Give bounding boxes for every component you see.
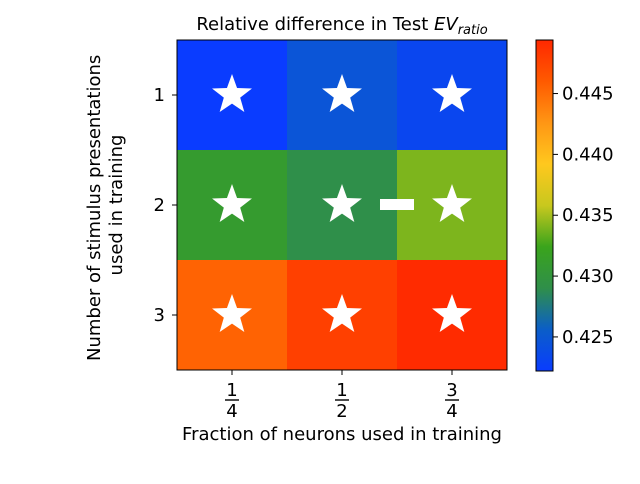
colorbar: 0.425 0.430 0.435 0.440 0.445 [535, 39, 614, 372]
y-axis-label-line-1: Number of stimulus presentations [84, 55, 105, 361]
star-marker-r1-c1 [212, 74, 252, 112]
colorbar-tick-1: 0.425 [553, 327, 614, 348]
star-marker-r3-c3 [432, 294, 472, 332]
y-tick-3: 3 [154, 305, 177, 326]
x-axis-label: Fraction of neurons used in training [182, 424, 502, 445]
star-marker-r1-c2 [322, 74, 362, 112]
y-tick-label: 1 [154, 85, 165, 106]
star-marker-r2-c1 [212, 184, 252, 222]
x-tick-numerator: 3 [446, 380, 457, 401]
colorbar-tick-label: 0.435 [562, 205, 614, 226]
x-tick-numerator: 1 [226, 380, 237, 401]
colorbar-tick-label: 0.440 [562, 144, 614, 165]
colorbar-gradient [535, 39, 554, 372]
y-tick-label: 3 [154, 305, 165, 326]
y-axis-label: Number of stimulus presentations used in… [84, 49, 127, 361]
y-tick-label: 2 [154, 195, 165, 216]
dash-marker [380, 199, 414, 210]
y-tick-1: 1 [154, 85, 177, 106]
y-axis-label-line-2: used in training [106, 135, 127, 276]
colorbar-tick-5: 0.445 [553, 84, 614, 105]
y-tick-2: 2 [154, 195, 177, 216]
colorbar-tick-2: 0.430 [553, 266, 614, 287]
colorbar-tick-4: 0.440 [553, 144, 614, 165]
x-tick-denominator: 2 [336, 401, 347, 422]
x-tick-2: 12 [335, 370, 349, 422]
y-axis-ticks: 1 2 3 [154, 85, 177, 326]
star-marker-r3-c2 [322, 294, 362, 332]
x-tick-numerator: 1 [336, 380, 347, 401]
colorbar-tick-label: 0.445 [562, 84, 614, 105]
star-marker-r2-c3 [432, 184, 472, 222]
x-tick-denominator: 4 [226, 401, 237, 422]
colorbar-tick-3: 0.435 [553, 205, 614, 226]
x-tick-denominator: 4 [446, 401, 457, 422]
star-marker-r3-c1 [212, 294, 252, 332]
star-marker-r1-c3 [432, 74, 472, 112]
colorbar-tick-label: 0.430 [562, 266, 614, 287]
x-tick-3: 34 [445, 370, 459, 422]
x-tick-1: 14 [225, 370, 239, 422]
chart-title: Relative difference in Test EVratio [196, 14, 487, 38]
colorbar-tick-label: 0.425 [562, 327, 614, 348]
star-marker-r2-c2 [322, 184, 362, 222]
heatmap-markers [212, 74, 472, 332]
colorbar-ticks: 0.425 0.430 0.435 0.440 0.445 [553, 84, 614, 348]
